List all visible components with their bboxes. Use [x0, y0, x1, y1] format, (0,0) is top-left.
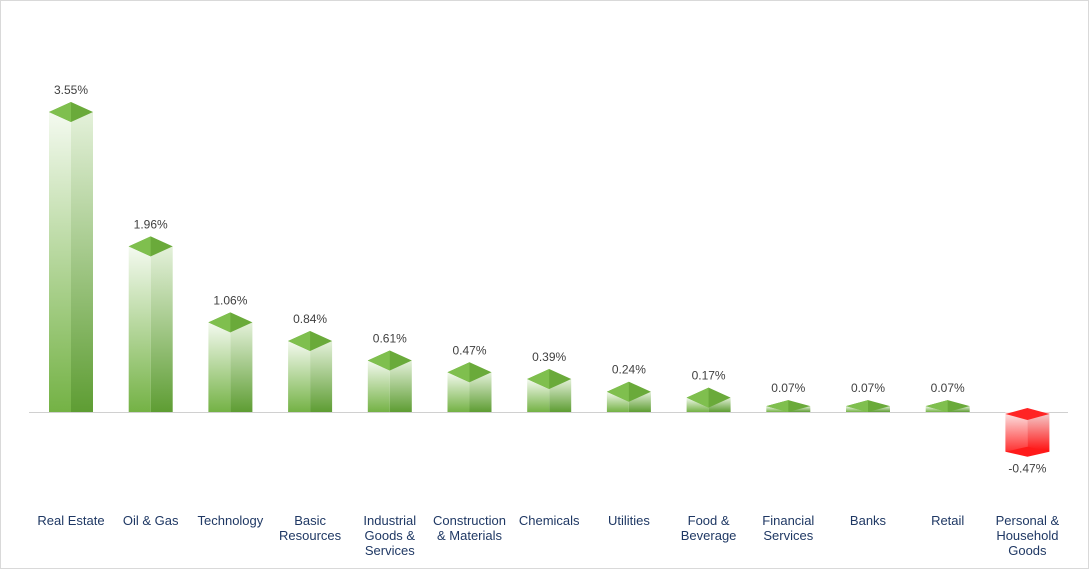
bar-left-face	[527, 379, 550, 412]
category-label: Banks	[826, 513, 910, 528]
data-label: 1.06%	[213, 293, 247, 307]
category-label-line: Oil & Gas	[122, 513, 179, 528]
bar	[49, 102, 93, 413]
data-label: 0.17%	[692, 369, 726, 383]
category-label: Basic Resources	[268, 513, 352, 543]
bar	[128, 236, 173, 412]
category-label-line: Goods	[1008, 543, 1047, 558]
category-label: Oil & Gas	[109, 513, 193, 528]
bar-cap	[1005, 446, 1050, 457]
data-label: 0.39%	[532, 350, 566, 364]
bar-right-face	[150, 246, 173, 412]
bar-right-face	[230, 322, 253, 412]
bar	[686, 387, 731, 412]
bar-cap-highlight	[925, 400, 948, 412]
category-label-line: Basic	[294, 513, 326, 528]
data-label: 0.24%	[612, 363, 646, 377]
bar-right-face	[549, 379, 572, 412]
bar-top-cap	[1005, 408, 1050, 420]
data-label: 0.84%	[293, 312, 327, 326]
bar-right-face	[469, 372, 492, 412]
category-label-line: Technology	[197, 513, 264, 528]
data-label: 0.61%	[373, 331, 407, 345]
bar-left-face	[128, 246, 151, 412]
category-label: Utilities	[587, 513, 671, 528]
category-label: Retail	[906, 513, 990, 528]
bar-cap-highlight	[846, 400, 868, 412]
category-label-line: Personal &	[995, 513, 1060, 528]
category-label-line: Real Estate	[37, 513, 105, 528]
bar	[367, 350, 412, 412]
bar-cap-highlight	[766, 400, 789, 412]
bar-right-face	[389, 360, 412, 412]
category-label-line: & Materials	[436, 528, 503, 543]
category-label: Food & Beverage	[667, 513, 751, 543]
data-label: 0.07%	[771, 381, 805, 395]
category-label: Technology	[188, 513, 272, 528]
category-label: Industrial Goods & Services	[348, 513, 432, 558]
bar-left-face	[208, 322, 231, 412]
bar	[447, 362, 492, 412]
bar	[846, 400, 890, 412]
data-label: 0.07%	[931, 381, 965, 395]
bar-cap-highlight	[447, 362, 470, 383]
bar-cap-highlight	[49, 102, 71, 123]
data-label: 0.47%	[452, 343, 486, 357]
bar-cap-highlight	[606, 381, 629, 402]
category-label-line: Industrial	[363, 513, 417, 528]
bar-cap-highlight	[367, 350, 390, 371]
bar	[208, 312, 253, 412]
category-label: Chemicals	[507, 513, 591, 528]
category-label-line: Construction	[433, 513, 506, 528]
bar-right-face	[71, 112, 93, 413]
data-label: -0.47%	[1008, 462, 1046, 476]
bar	[288, 331, 333, 412]
category-label-line: Banks	[849, 513, 887, 528]
bar-right-face	[1027, 412, 1050, 452]
bar	[925, 400, 970, 412]
category-label-line: Beverage	[680, 528, 737, 543]
bar	[527, 369, 572, 412]
category-label-line: Goods &	[364, 528, 416, 543]
category-label: Construction & Materials	[428, 513, 512, 543]
bar-right-face	[310, 341, 333, 412]
category-label-line: Chemicals	[518, 513, 580, 528]
category-label: Real Estate	[29, 513, 113, 528]
data-label: 1.96%	[134, 217, 168, 231]
category-label-line: Financial	[762, 513, 815, 528]
category-label-line: Retail	[931, 513, 965, 528]
category-label-line: Services	[763, 528, 814, 543]
bar-cap-highlight	[686, 387, 709, 408]
bar-left-face	[288, 341, 311, 412]
category-label-line: Utilities	[607, 513, 650, 528]
bar-cap-highlight	[288, 331, 311, 352]
bar-cap-highlight	[208, 312, 231, 333]
category-label-line: Food &	[687, 513, 730, 528]
category-label-line: Household	[996, 528, 1059, 543]
data-label: 3.55%	[54, 83, 88, 97]
bar-cap-highlight	[527, 369, 550, 390]
bar	[606, 381, 651, 412]
bar	[1005, 408, 1050, 457]
category-label: Financial Services	[746, 513, 830, 543]
bar-left-face	[49, 112, 71, 413]
data-label: 0.07%	[851, 381, 885, 395]
bar-left-face	[447, 372, 470, 412]
bar-left-face	[1005, 412, 1028, 452]
bar-left-face	[367, 360, 390, 412]
category-label-line: Services	[364, 543, 415, 558]
category-label: Personal & Household Goods	[985, 513, 1069, 558]
bar	[766, 400, 811, 412]
bar-cap-highlight	[128, 236, 151, 257]
category-label-line: Resources	[279, 528, 342, 543]
